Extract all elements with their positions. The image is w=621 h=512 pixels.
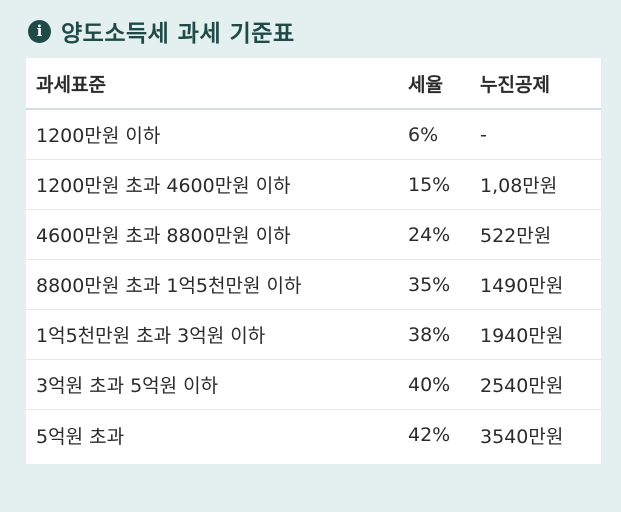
page-title: 양도소득세 과세 기준표 [61, 21, 295, 47]
tax-base-cell: 5억원 초과 [36, 425, 125, 448]
tax-rate-cell: 42% [408, 424, 451, 446]
deduction-cell: 2540만원 [480, 375, 564, 397]
table-row: 5억원 초과 42% 3540만원 [26, 410, 601, 460]
table-row: 1억5천만원 초과 3억원 이하 38% 1940만원 [26, 310, 601, 360]
tax-base-cell: 4600만원 초과 8800만원 이하 [36, 225, 291, 247]
tax-table: 과세표준 세율 누진공제 1200만원 이하 6% - 1200만원 초과 46… [26, 58, 601, 464]
table-header-row: 과세표준 세율 누진공제 [26, 58, 601, 110]
table-row: 1200만원 이하 6% - [26, 110, 601, 160]
table-row: 8800만원 초과 1억5천만원 이하 35% 1490만원 [26, 260, 601, 310]
tax-base-cell: 1억5천만원 초과 3억원 이하 [36, 325, 266, 347]
info-icon: i [28, 19, 51, 43]
tax-base-cell: 1200만원 초과 4600만원 이하 [36, 175, 291, 197]
deduction-cell: - [480, 123, 487, 146]
tax-rate-cell: 6% [408, 123, 439, 146]
tax-base-cell: 1200만원 이하 [36, 125, 161, 147]
deduction-cell: 1,08만원 [480, 175, 558, 197]
table-row: 1200만원 초과 4600만원 이하 15% 1,08만원 [26, 160, 601, 210]
deduction-cell: 1490만원 [480, 275, 564, 297]
deduction-cell: 522만원 [480, 225, 552, 247]
page-header: i 양도소득세 과세 기준표 [28, 12, 295, 50]
tax-rate-cell: 15% [408, 173, 451, 196]
column-header-tax-base: 과세표준 [36, 73, 106, 96]
column-header-tax-rate: 세율 [408, 73, 443, 96]
deduction-cell: 3540만원 [480, 425, 564, 448]
tax-rate-cell: 35% [408, 273, 451, 296]
tax-base-cell: 8800만원 초과 1억5천만원 이하 [36, 275, 302, 297]
tax-rate-cell: 24% [408, 223, 451, 246]
tax-base-cell: 3억원 초과 5억원 이하 [36, 375, 219, 397]
deduction-cell: 1940만원 [480, 325, 564, 347]
column-header-deduction: 누진공제 [480, 73, 550, 96]
table-row: 4600만원 초과 8800만원 이하 24% 522만원 [26, 210, 601, 260]
table-row: 3억원 초과 5억원 이하 40% 2540만원 [26, 360, 601, 410]
tax-rate-cell: 38% [408, 323, 451, 346]
tax-rate-cell: 40% [408, 373, 451, 396]
